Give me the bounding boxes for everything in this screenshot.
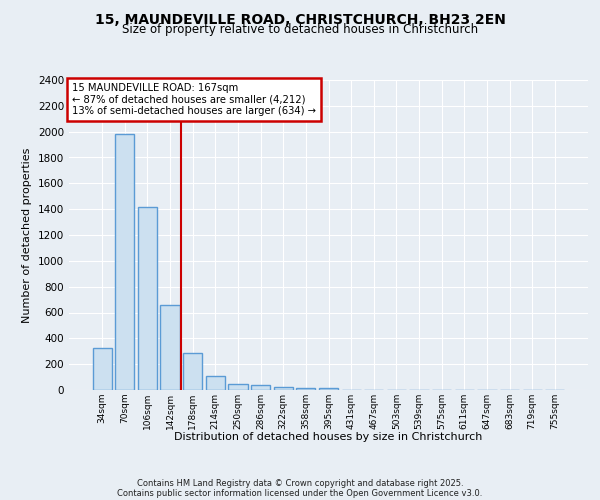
Bar [274,387,293,390]
Text: Contains public sector information licensed under the Open Government Licence v3: Contains public sector information licen… [118,489,482,498]
Bar [319,388,338,390]
Text: 15 MAUNDEVILLE ROAD: 167sqm
← 87% of detached houses are smaller (4,212)
13% of : 15 MAUNDEVILLE ROAD: 167sqm ← 87% of det… [71,83,316,116]
Text: Contains HM Land Registry data © Crown copyright and database right 2025.: Contains HM Land Registry data © Crown c… [137,479,463,488]
Text: 15, MAUNDEVILLE ROAD, CHRISTCHURCH, BH23 2EN: 15, MAUNDEVILLE ROAD, CHRISTCHURCH, BH23… [95,12,505,26]
Bar [296,388,316,390]
Bar [138,206,157,390]
Bar [92,348,112,390]
Bar [251,385,270,390]
Text: Size of property relative to detached houses in Christchurch: Size of property relative to detached ho… [122,22,478,36]
Bar [160,306,180,390]
X-axis label: Distribution of detached houses by size in Christchurch: Distribution of detached houses by size … [175,432,482,442]
Y-axis label: Number of detached properties: Number of detached properties [22,148,32,322]
Bar [183,352,202,390]
Bar [115,134,134,390]
Bar [206,376,225,390]
Bar [229,384,248,390]
